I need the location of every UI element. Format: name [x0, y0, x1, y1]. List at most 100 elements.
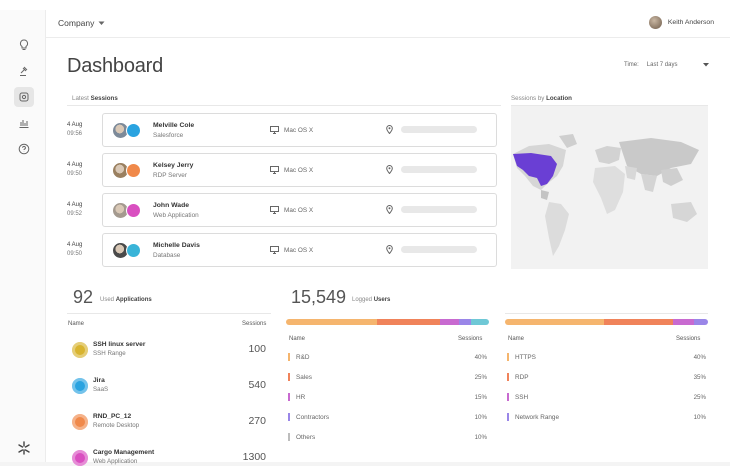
sidebar-policies[interactable] — [14, 61, 34, 81]
user-avatar — [113, 163, 128, 178]
application-type: SSH Range — [93, 350, 126, 357]
company-label: Company — [58, 18, 95, 28]
protocols-legend-item[interactable]: Network Range — [507, 413, 559, 421]
sidebar-settings[interactable] — [14, 87, 34, 107]
users-legend-item[interactable]: Others — [288, 433, 315, 441]
users-legend-name: Sales — [296, 373, 312, 381]
application-icon — [72, 378, 88, 394]
users-legend-pct: 25% — [474, 374, 487, 381]
applications-count: 92 — [73, 287, 94, 307]
user-menu[interactable]: Keith Anderson — [648, 16, 714, 29]
applications-heading: Used Applications — [100, 297, 152, 303]
protocols-legend-name: SSH — [515, 393, 529, 401]
protocols-bar-segment — [673, 319, 694, 325]
users-bar-segment — [440, 319, 459, 325]
cloud-icon — [126, 123, 141, 138]
users-legend-swatch — [288, 373, 290, 381]
location-pin-icon — [386, 125, 393, 134]
session-card[interactable]: Michelle Davis Database Mac OS X — [102, 233, 497, 267]
protocols-bar-segment — [604, 319, 674, 325]
protocols-legend-pct: 10% — [693, 414, 706, 421]
application-name: Cargo Management — [93, 449, 155, 456]
session-date-day: 4 Aug — [67, 122, 83, 128]
protocols-legend-swatch — [507, 353, 509, 361]
protocols-legend-item[interactable]: RDP — [507, 373, 529, 381]
application-sessions: 100 — [248, 343, 266, 355]
sidebar-reports[interactable] — [14, 113, 34, 133]
users-legend-pct: 10% — [474, 434, 487, 441]
users-heading-prefix: Logged — [352, 297, 373, 303]
users-col-sessions: Sessions — [458, 336, 483, 342]
sidebar — [0, 10, 46, 462]
users-legend-item[interactable]: Sales — [288, 373, 312, 381]
user-avatar — [113, 203, 128, 218]
session-date: 4 Aug 09:50 — [67, 241, 82, 259]
applications-col-sessions: Sessions — [242, 321, 267, 327]
session-location — [386, 205, 477, 214]
session-date: 4 Aug 09:50 — [67, 161, 82, 179]
latest-sessions-heading: Latest Sessions — [72, 95, 118, 102]
location-heading: Sessions by Location — [511, 95, 572, 102]
applications-heading-prefix: Used — [100, 297, 115, 303]
session-os: Mac OS X — [270, 246, 313, 254]
page-title: Dashboard — [67, 55, 164, 77]
session-location — [386, 125, 477, 134]
world-map-graphic — [513, 134, 699, 256]
world-map[interactable] — [511, 106, 708, 269]
users-bar-segment — [470, 319, 489, 325]
protocols-col-name: Name — [508, 336, 525, 342]
time-filter[interactable]: Time: Last 7 days — [624, 62, 710, 68]
users-legend-item[interactable]: R&D — [288, 353, 310, 361]
session-card[interactable]: John Wade Web Application Mac OS X — [102, 193, 497, 227]
users-legend-swatch — [288, 413, 290, 421]
time-filter-value: Last 7 days — [646, 62, 678, 68]
user-avatar — [648, 16, 662, 29]
users-legend-name: Others — [296, 433, 316, 441]
users-heading-bold: Users — [373, 297, 391, 303]
application-type: Remote Desktop — [93, 422, 140, 429]
protocols-col-sessions: Sessions — [676, 336, 701, 342]
session-os: Mac OS X — [270, 126, 313, 134]
session-date: 4 Aug 09:52 — [67, 201, 82, 219]
protocols-legend-item[interactable]: SSH — [507, 393, 528, 401]
application-icon — [72, 342, 88, 358]
session-card[interactable]: Melville Cole Salesforce Mac OS X — [102, 113, 497, 147]
sidebar-insights[interactable] — [14, 35, 34, 55]
server-icon — [126, 163, 141, 178]
monitor-icon — [270, 246, 279, 254]
top-bar: Company Keith Anderson — [46, 10, 730, 38]
users-legend-swatch — [288, 393, 290, 401]
protocols-legend-name: Network Range — [515, 413, 560, 421]
users-legend-name: HR — [296, 393, 306, 401]
session-os: Mac OS X — [270, 166, 313, 174]
application-icon — [72, 414, 88, 430]
sidebar-logo[interactable] — [14, 438, 34, 458]
users-col-name: Name — [289, 336, 306, 342]
protocols-legend-swatch — [507, 413, 509, 421]
monitor-icon — [270, 166, 279, 174]
bar-chart-icon — [19, 120, 29, 128]
application-type: SaaS — [93, 386, 109, 393]
sidebar-help[interactable] — [14, 139, 34, 159]
session-user-name: Kelsey Jerry — [153, 162, 194, 169]
users-legend-pct: 40% — [474, 354, 487, 361]
chevron-down-icon — [98, 21, 105, 25]
user-avatar — [113, 123, 128, 138]
session-os-name: Mac OS X — [284, 166, 314, 174]
users-count: 15,549 — [291, 287, 347, 307]
latest-sessions-heading-prefix: Latest — [72, 95, 89, 102]
session-user-name: John Wade — [153, 202, 189, 209]
protocols-legend-item[interactable]: HTTPS — [507, 353, 536, 361]
users-legend-item[interactable]: Contractors — [288, 413, 329, 421]
application-name: RND_PC_12 — [93, 413, 132, 420]
gear-icon — [19, 92, 29, 102]
company-selector[interactable]: Company — [58, 18, 105, 28]
users-legend-item[interactable]: HR — [288, 393, 305, 401]
user-name: Keith Anderson — [667, 19, 714, 26]
users-heading: Logged Users — [352, 297, 390, 303]
location-pin-icon — [386, 245, 393, 254]
session-card[interactable]: Kelsey Jerry RDP Server Mac OS X — [102, 153, 497, 187]
applications-col-name: Name — [68, 321, 85, 327]
gavel-icon — [20, 66, 28, 76]
